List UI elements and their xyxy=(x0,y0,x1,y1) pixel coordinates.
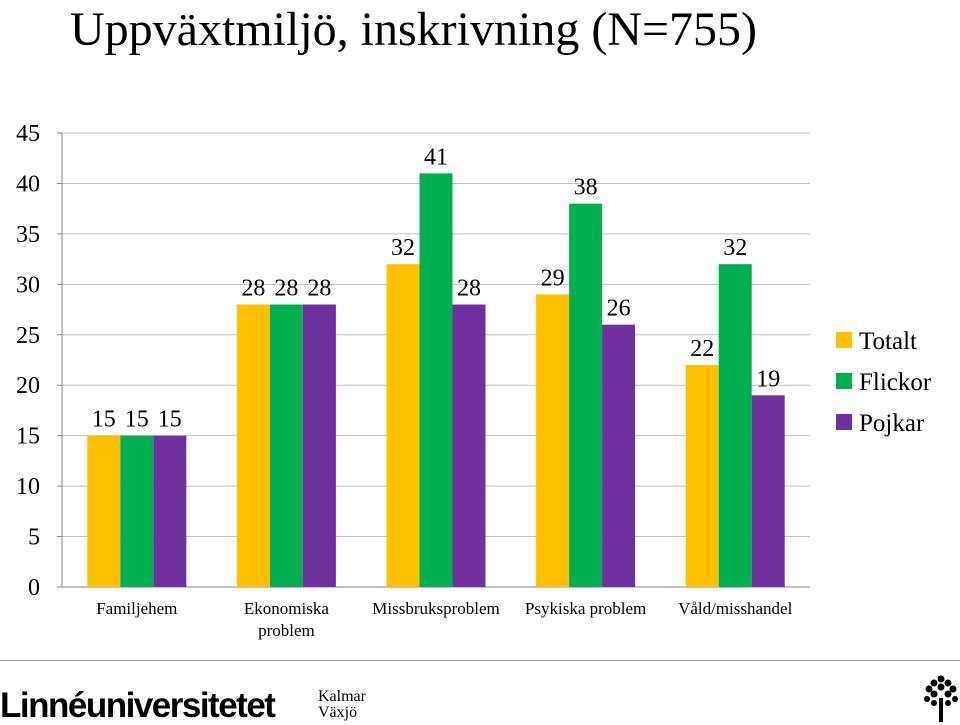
data-label: 15 xyxy=(125,407,149,433)
logo-place-vaxjo: Växjö xyxy=(318,704,358,721)
y-axis-ticks: 0 5 10 15 20 25 30 35 40 45 xyxy=(16,121,40,601)
y-tick-label: 0 xyxy=(28,575,40,601)
data-labels: 15 15 15 28 28 28 32 41 28 29 38 26 22 32 19 xyxy=(92,144,780,432)
data-label: 28 xyxy=(241,276,265,302)
legend-label: Pojkar xyxy=(859,410,925,437)
bar xyxy=(269,304,303,587)
data-label: 29 xyxy=(541,265,565,291)
x-tick-label: Psykiska problem xyxy=(525,599,646,618)
x-tick-label: problem xyxy=(258,621,315,640)
data-label: 28 xyxy=(457,276,481,302)
y-tick-label: 25 xyxy=(16,323,40,349)
bar xyxy=(751,395,785,587)
y-tick-label: 35 xyxy=(16,222,40,248)
bar xyxy=(419,173,453,587)
y-tick-label: 40 xyxy=(16,171,40,197)
bar xyxy=(452,304,486,587)
bar xyxy=(685,365,719,587)
y-tick-label: 45 xyxy=(16,121,40,147)
chart-title: Uppväxtmiljö, inskrivning (N=755) xyxy=(70,3,758,56)
data-label: 19 xyxy=(756,366,780,392)
data-label: 32 xyxy=(391,235,415,261)
bars xyxy=(87,173,785,587)
data-label: 28 xyxy=(307,276,331,302)
bar xyxy=(386,264,420,587)
university-logo-places: Kalmar Växjö xyxy=(318,689,366,721)
data-label: 26 xyxy=(607,296,631,322)
bar xyxy=(602,324,636,587)
x-tick-label: Missbruksproblem xyxy=(372,599,500,618)
legend-swatch xyxy=(836,414,852,430)
footer-divider xyxy=(0,660,960,661)
legend-swatch xyxy=(836,373,852,389)
tree-logo-icon xyxy=(924,675,958,722)
bar xyxy=(153,435,187,587)
x-axis-ticks: Familjehem Ekonomiska problem Missbruksprob… xyxy=(96,599,792,640)
data-label: 38 xyxy=(574,175,598,201)
bar-chart: 0 5 10 15 20 25 30 35 40 45 15 15 15 28 28 28 32 41 28 29 3… xyxy=(16,121,932,640)
bar xyxy=(87,435,121,587)
data-label: 41 xyxy=(424,144,448,170)
data-label: 15 xyxy=(158,407,182,433)
bar xyxy=(536,294,570,587)
bar xyxy=(236,304,270,587)
bar xyxy=(120,435,154,587)
legend-label: Totalt xyxy=(859,328,917,355)
logo-place-kalmar: Kalmar xyxy=(318,688,366,705)
legend-label: Flickor xyxy=(859,369,932,396)
data-label: 32 xyxy=(723,235,747,261)
y-tick-label: 10 xyxy=(16,474,40,500)
y-tick-label: 30 xyxy=(16,272,40,298)
x-tick-label: Ekonomiska xyxy=(244,599,329,618)
legend: Totalt Flickor Pojkar xyxy=(836,328,932,437)
y-tick-label: 20 xyxy=(16,373,40,399)
bar xyxy=(569,203,603,587)
y-tick-label: 5 xyxy=(28,525,40,551)
x-tick-label: Våld/misshandel xyxy=(678,599,793,618)
data-label: 15 xyxy=(92,407,116,433)
y-tick-label: 15 xyxy=(16,424,40,450)
data-label: 22 xyxy=(690,336,714,362)
bar xyxy=(718,264,752,587)
bar xyxy=(302,304,336,587)
x-tick-label: Familjehem xyxy=(96,599,177,618)
university-logo-text: Linnéuniversitetet xyxy=(0,686,276,725)
data-label: 28 xyxy=(274,276,298,302)
legend-swatch xyxy=(836,332,852,348)
